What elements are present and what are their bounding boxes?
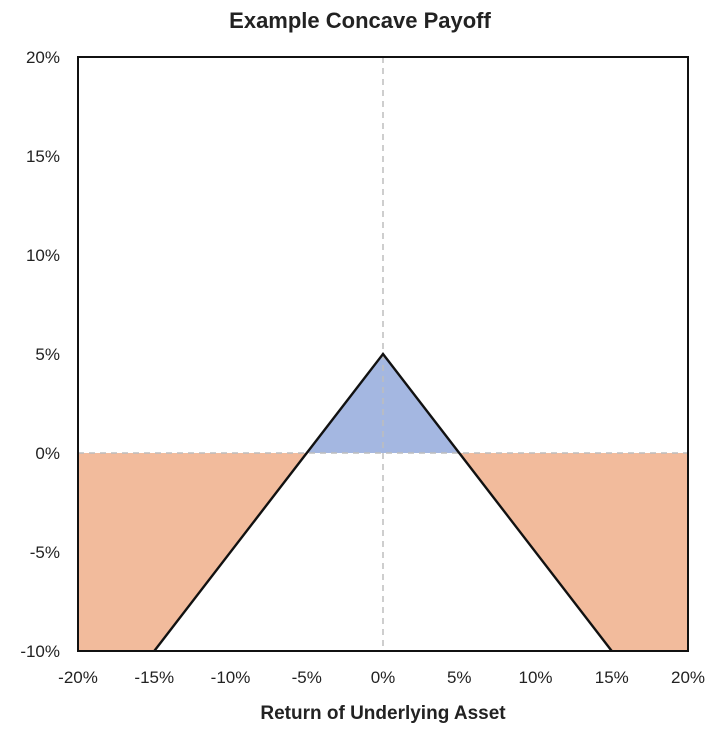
x-tick-label: -20% [58,668,98,687]
payoff-line-group [153,352,613,652]
y-tick-label: -10% [20,642,60,661]
y-tick-label: 5% [35,345,60,364]
loss-region-1 [78,453,307,651]
plot-frame [77,56,689,652]
x-tick-label: 5% [447,668,472,687]
x-tick-label: 15% [595,668,629,687]
x-tick-label: -15% [134,668,174,687]
y-tick-label: -5% [30,543,60,562]
x-axis-ticks: -20% -15% -10% -5% 0% 5% 10% 15% 20% [58,668,705,687]
x-tick-label: 20% [671,668,705,687]
x-tick-label: -5% [292,668,322,687]
chart-title: Example Concave Payoff [229,8,491,33]
payoff-line [153,352,613,652]
x-axis-label: Return of Underlying Asset [260,703,506,724]
y-tick-label: 20% [26,48,60,67]
x-tick-label: -10% [211,668,251,687]
x-tick-label: 0% [371,668,396,687]
y-tick-label: 15% [26,147,60,166]
loss-region-2 [459,453,688,651]
x-tick-label: 10% [518,668,552,687]
y-tick-label: 10% [26,246,60,265]
y-tick-label: 0% [35,444,60,463]
y-axis-ticks: 20% 15% 10% 5% 0% -5% -10% [20,48,60,661]
